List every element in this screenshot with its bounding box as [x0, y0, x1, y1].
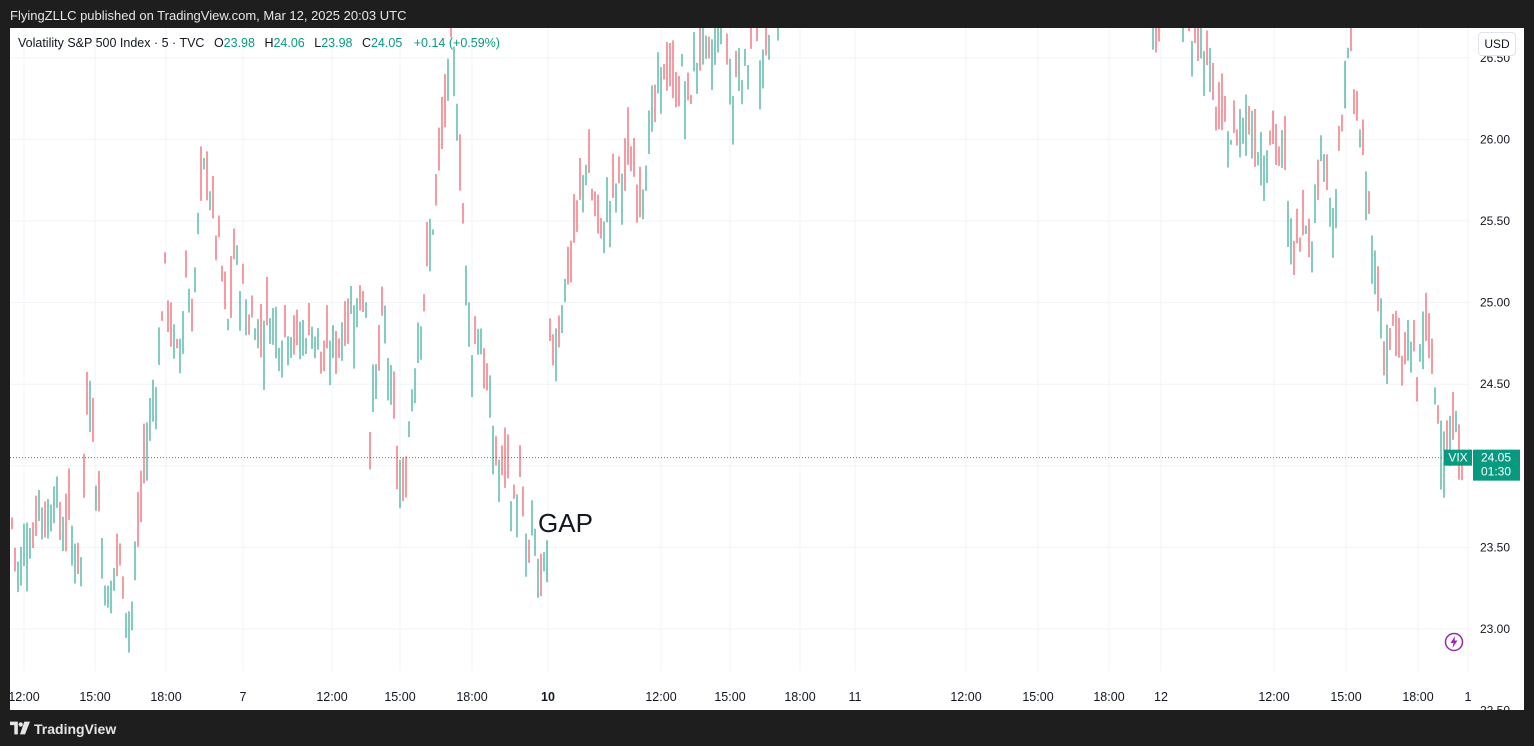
currency-button[interactable]: USD — [1478, 32, 1516, 56]
x-tick-label: 12:00 — [316, 690, 347, 704]
y-tick-label: 24.50 — [1480, 377, 1510, 391]
x-tick-label: 15:00 — [1022, 690, 1053, 704]
x-tick-label: 10 — [541, 690, 555, 704]
y-tick-label: 25.50 — [1480, 214, 1510, 228]
x-tick-label: 15:00 — [714, 690, 745, 704]
low-value: 23.98 — [321, 36, 353, 50]
symbol-tag: VIX — [1448, 451, 1467, 465]
y-tick-label: 26.00 — [1480, 132, 1510, 146]
publisher-text: FlyingZLLC published on TradingView.com,… — [10, 8, 407, 23]
x-tick-label: 18:00 — [1402, 690, 1433, 704]
symbol-tag-bg — [1444, 449, 1472, 466]
x-tick-label: 7 — [240, 690, 247, 704]
y-tick-label: 23.50 — [1480, 540, 1510, 554]
change-value: +0.14 (+0.59%) — [413, 36, 500, 50]
x-tick-label: 18:00 — [784, 690, 815, 704]
high-label: H — [264, 36, 274, 50]
close-value: 24.05 — [370, 36, 403, 50]
x-tick-label: 15:00 — [79, 690, 110, 704]
candlestick-chart[interactable]: 22.5023.0023.5024.0024.5025.0025.5026.00… — [10, 28, 1524, 710]
lightning-icon[interactable] — [1444, 632, 1464, 652]
x-tick-label: 12 — [1154, 690, 1168, 704]
x-tick-label: 15:00 — [1330, 690, 1361, 704]
symbol-legend: Volatility S&P 500 Index · 5 · TVC O23.9… — [18, 36, 500, 50]
price-tag-bg — [1473, 449, 1520, 481]
footer-brand: TradingView — [34, 721, 117, 737]
high-value: 24.06 — [273, 36, 305, 50]
open-label: O — [213, 36, 224, 50]
x-tick-label: 12:00 — [1258, 690, 1289, 704]
y-tick-label: 23.00 — [1480, 622, 1510, 636]
x-tick-label: 18:00 — [1093, 690, 1124, 704]
close-label: C — [361, 36, 371, 50]
x-tick-label: 11 — [849, 690, 862, 704]
tradingview-logo-icon[interactable] — [10, 721, 30, 735]
publisher-bar: FlyingZLLC published on TradingView.com,… — [0, 0, 1534, 28]
gap-annotation: GAP — [538, 508, 593, 538]
x-tick-label: 18:00 — [456, 690, 487, 704]
countdown-tag: 01:30 — [1481, 465, 1511, 479]
chart-frame[interactable]: 22.5023.0023.5024.0024.5025.0025.5026.00… — [10, 28, 1524, 710]
y-tick-label: 25.00 — [1480, 296, 1510, 310]
y-tick-label: 22.50 — [1480, 704, 1510, 710]
x-tick-label: 15:00 — [384, 690, 415, 704]
x-tick-label: 12:00 — [950, 690, 981, 704]
symbol-name: Volatility S&P 500 Index · 5 · TVC — [18, 36, 205, 50]
low-label: L — [314, 36, 322, 50]
x-tick-label: 12:00 — [10, 690, 40, 704]
x-tick-label: 1 — [1465, 690, 1472, 704]
x-tick-label: 18:00 — [150, 690, 181, 704]
last-price-tag: 24.05 — [1481, 451, 1511, 465]
footer-bar: TradingView — [0, 710, 1534, 746]
open-value: 23.98 — [223, 36, 255, 50]
x-tick-label: 12:00 — [645, 690, 676, 704]
